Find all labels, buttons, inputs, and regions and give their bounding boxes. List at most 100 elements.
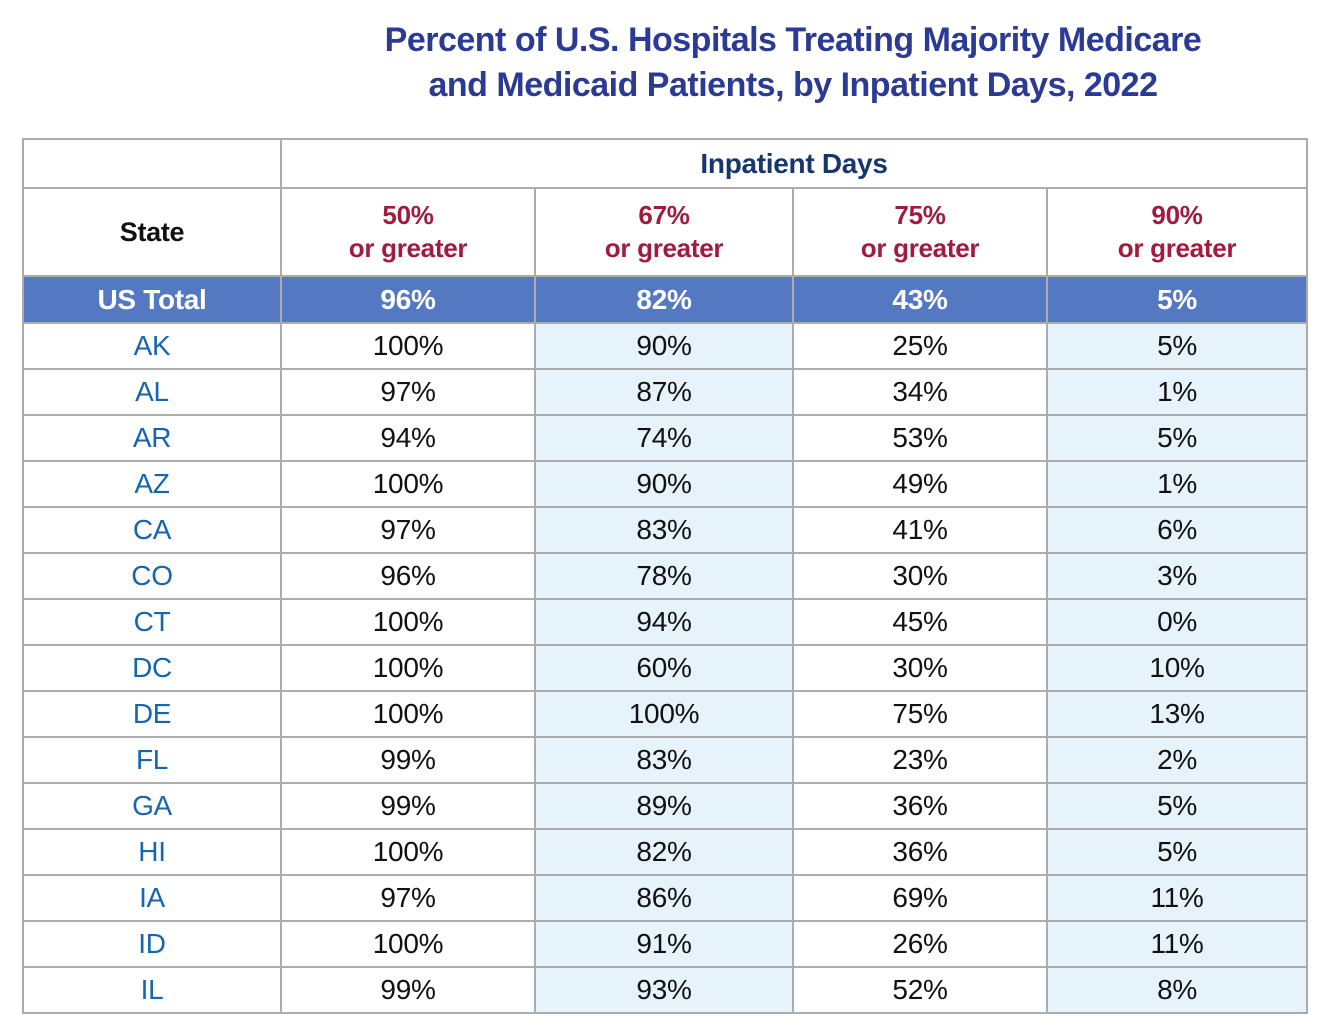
value-cell: 99%	[280, 966, 536, 1014]
column-header-90: 90% or greater	[1046, 187, 1308, 277]
table-row: AK 100% 90% 25% 5%	[22, 322, 1308, 370]
value-cell: 94%	[534, 598, 794, 646]
value-cell: 69%	[792, 874, 1048, 922]
header-row: State 50% or greater 67% or greater 75% …	[22, 187, 1308, 277]
us-total-value-90: 5%	[1046, 275, 1308, 324]
chart-title-line-2: and Medicaid Patients, by Inpatient Days…	[428, 66, 1158, 104]
value-cell: 0%	[1046, 598, 1308, 646]
us-total-value-75: 43%	[792, 275, 1048, 324]
state-cell: FL	[22, 736, 282, 784]
table-row: IL 99% 93% 52% 8%	[22, 966, 1308, 1014]
state-cell: DE	[22, 690, 282, 738]
value-cell: 97%	[280, 874, 536, 922]
value-cell: 2%	[1046, 736, 1308, 784]
value-cell: 82%	[534, 828, 794, 876]
value-cell: 6%	[1046, 506, 1308, 554]
value-cell: 75%	[792, 690, 1048, 738]
column-group-header: Inpatient Days	[280, 138, 1308, 189]
value-cell: 91%	[534, 920, 794, 968]
value-cell: 1%	[1046, 460, 1308, 508]
value-cell: 52%	[792, 966, 1048, 1014]
table-row: IA 97% 86% 69% 11%	[22, 874, 1308, 922]
value-cell: 45%	[792, 598, 1048, 646]
value-cell: 60%	[534, 644, 794, 692]
value-cell: 5%	[1046, 322, 1308, 370]
value-cell: 34%	[792, 368, 1048, 416]
value-cell: 41%	[792, 506, 1048, 554]
table-row: ID 100% 91% 26% 11%	[22, 920, 1308, 968]
table-row: AL 97% 87% 34% 1%	[22, 368, 1308, 416]
state-cell: ID	[22, 920, 282, 968]
column-header-50-suffix: or greater	[348, 233, 468, 263]
value-cell: 100%	[280, 460, 536, 508]
value-cell: 100%	[280, 644, 536, 692]
value-cell: 100%	[280, 920, 536, 968]
state-cell: CT	[22, 598, 282, 646]
value-cell: 97%	[280, 506, 536, 554]
value-cell: 25%	[792, 322, 1048, 370]
value-cell: 11%	[1046, 874, 1308, 922]
table-row: AZ 100% 90% 49% 1%	[22, 460, 1308, 508]
value-cell: 100%	[280, 598, 536, 646]
value-cell: 99%	[280, 782, 536, 830]
column-header-90-pct: 90%	[1151, 200, 1203, 230]
state-cell: AK	[22, 322, 282, 370]
table-row: GA 99% 89% 36% 5%	[22, 782, 1308, 830]
value-cell: 30%	[792, 644, 1048, 692]
value-cell: 100%	[280, 690, 536, 738]
value-cell: 23%	[792, 736, 1048, 784]
value-cell: 53%	[792, 414, 1048, 462]
state-rows-body: AK 100% 90% 25% 5% AL 97% 87% 34% 1% AR 94% 74% 53% 5%…	[22, 322, 1308, 1014]
state-cell: CA	[22, 506, 282, 554]
state-cell: IA	[22, 874, 282, 922]
table-row: CT 100% 94% 45% 0%	[22, 598, 1308, 646]
value-cell: 5%	[1046, 828, 1308, 876]
state-cell: CO	[22, 552, 282, 600]
state-cell: DC	[22, 644, 282, 692]
state-cell: AR	[22, 414, 282, 462]
value-cell: 26%	[792, 920, 1048, 968]
column-header-75-suffix: or greater	[860, 233, 980, 263]
us-total-row: US Total 96% 82% 43% 5%	[22, 275, 1308, 324]
value-cell: 89%	[534, 782, 794, 830]
chart-title-line-1: Percent of U.S. Hospitals Treating Major…	[384, 21, 1202, 59]
value-cell: 5%	[1046, 414, 1308, 462]
value-cell: 5%	[1046, 782, 1308, 830]
value-cell: 10%	[1046, 644, 1308, 692]
value-cell: 8%	[1046, 966, 1308, 1014]
table-row: DE 100% 100% 75% 13%	[22, 690, 1308, 738]
state-cell: IL	[22, 966, 282, 1014]
value-cell: 100%	[280, 322, 536, 370]
table-row: AR 94% 74% 53% 5%	[22, 414, 1308, 462]
hospitals-table: Inpatient Days State 50% or greater 67% …	[22, 138, 1308, 1014]
value-cell: 90%	[534, 460, 794, 508]
table-row: CO 96% 78% 30% 3%	[22, 552, 1308, 600]
column-group-row: Inpatient Days	[22, 138, 1308, 189]
us-total-value-67: 82%	[534, 275, 794, 324]
state-cell: AL	[22, 368, 282, 416]
us-total-value-50: 96%	[280, 275, 536, 324]
value-cell: 74%	[534, 414, 794, 462]
table-row: FL 99% 83% 23% 2%	[22, 736, 1308, 784]
value-cell: 90%	[534, 322, 794, 370]
value-cell: 83%	[534, 736, 794, 784]
value-cell: 94%	[280, 414, 536, 462]
value-cell: 1%	[1046, 368, 1308, 416]
value-cell: 13%	[1046, 690, 1308, 738]
column-header-67: 67% or greater	[534, 187, 794, 277]
column-header-90-suffix: or greater	[1117, 233, 1237, 263]
chart-title: Percent of U.S. Hospitals Treating Major…	[280, 18, 1306, 108]
value-cell: 87%	[534, 368, 794, 416]
value-cell: 97%	[280, 368, 536, 416]
value-cell: 11%	[1046, 920, 1308, 968]
column-header-75-pct: 75%	[894, 200, 946, 230]
value-cell: 3%	[1046, 552, 1308, 600]
value-cell: 96%	[280, 552, 536, 600]
us-total-label: US Total	[22, 275, 282, 324]
column-header-75: 75% or greater	[792, 187, 1048, 277]
value-cell: 49%	[792, 460, 1048, 508]
state-cell: AZ	[22, 460, 282, 508]
state-cell: GA	[22, 782, 282, 830]
value-cell: 100%	[280, 828, 536, 876]
